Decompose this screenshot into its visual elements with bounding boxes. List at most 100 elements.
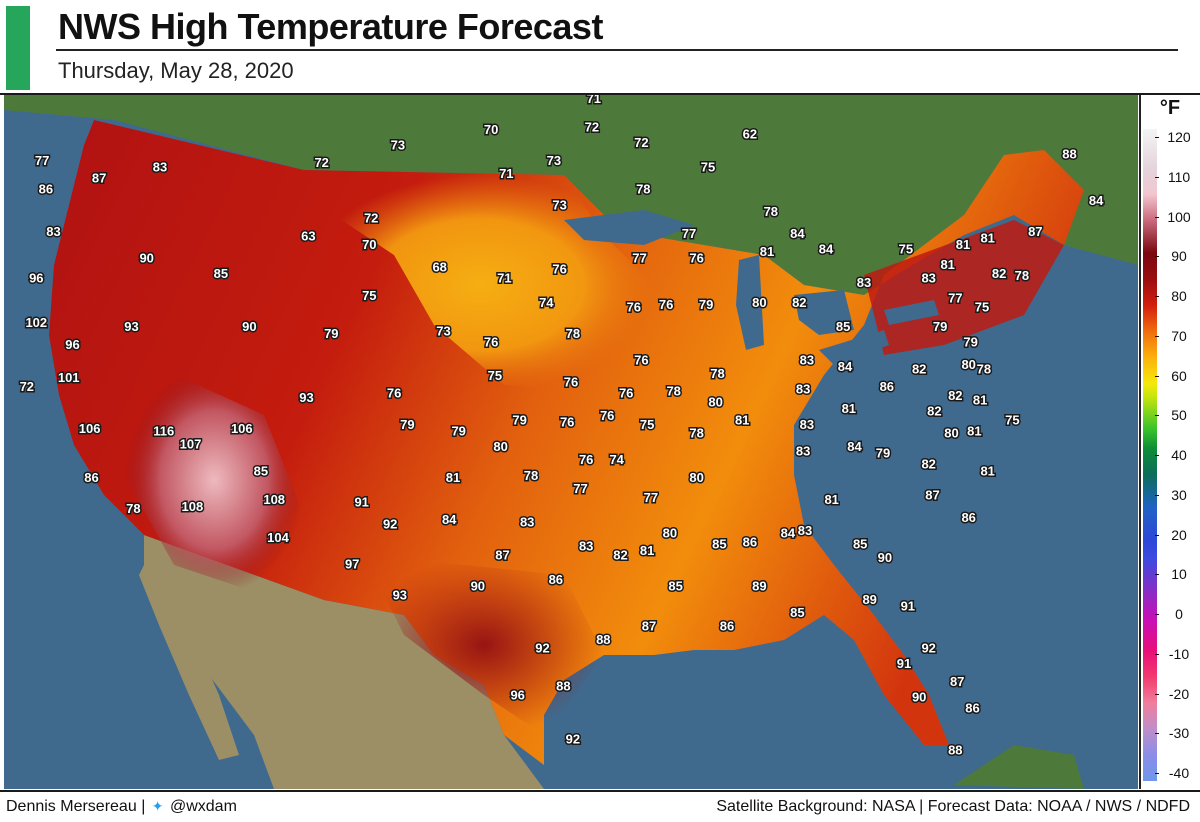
title-divider	[56, 49, 1178, 51]
temperature-label: 83	[520, 514, 534, 529]
temperature-label: 90	[878, 550, 892, 565]
temperature-label: 90	[242, 319, 256, 334]
temperature-label: 76	[579, 452, 593, 467]
temperature-label: 86	[720, 619, 734, 634]
temperature-label: 72	[364, 211, 378, 226]
temperature-label: 75	[701, 160, 715, 175]
temperature-label: 73	[547, 153, 561, 168]
credit-separator: |	[141, 798, 146, 815]
temperature-label: 80	[689, 470, 703, 485]
temperature-label: 78	[566, 326, 580, 341]
northern-plains-region	[304, 175, 654, 395]
temperature-label: 80	[944, 426, 958, 441]
temperature-label: 81	[967, 423, 981, 438]
canada-landmass	[4, 95, 1138, 295]
author-name: Dennis Mersereau	[6, 798, 137, 815]
temperature-label: 89	[862, 592, 876, 607]
temperature-label: 78	[524, 468, 538, 483]
temperature-label: 96	[65, 337, 79, 352]
temperature-label: 79	[324, 326, 338, 341]
temperature-label: 82	[912, 361, 926, 376]
baja-peninsula	[139, 565, 239, 760]
temperature-label: 72	[634, 135, 648, 150]
lake-ontario	[884, 300, 939, 325]
temperature-label: 82	[613, 548, 627, 563]
temperature-label: 63	[301, 228, 315, 243]
temperature-label: 83	[857, 275, 871, 290]
temperature-label: 80	[708, 395, 722, 410]
temperature-label: 72	[20, 379, 34, 394]
temperature-label: 92	[383, 517, 397, 532]
temperature-label: 76	[619, 386, 633, 401]
temperature-label: 81	[980, 231, 994, 246]
legend-tick: -30	[1155, 725, 1199, 741]
forecast-date: Thursday, May 28, 2020	[58, 58, 294, 83]
temperature-label: 96	[510, 687, 524, 702]
temperature-label: 83	[800, 417, 814, 432]
data-source: Satellite Background: NASA | Forecast Da…	[716, 798, 1190, 815]
temperature-label: 85	[836, 319, 850, 334]
mexico-landmass	[144, 535, 544, 789]
temperature-label: 86	[84, 470, 98, 485]
temperature-label: 86	[880, 379, 894, 394]
temperature-label: 84	[781, 525, 796, 540]
temperature-label: 81	[980, 463, 994, 478]
color-scale-bar	[1143, 129, 1157, 781]
temperature-label: 83	[800, 353, 814, 368]
temperature-label: 79	[699, 297, 713, 312]
temperature-label: 77	[644, 490, 658, 505]
temperature-label: 85	[214, 266, 228, 281]
temperature-label: 74	[539, 295, 554, 310]
temperature-label: 89	[752, 579, 766, 594]
temperature-label: 90	[912, 690, 926, 705]
legend-tick: -40	[1155, 765, 1199, 781]
legend-tick: 60	[1155, 368, 1199, 384]
temperature-label: 75	[488, 368, 502, 383]
temperature-label: 90	[471, 579, 485, 594]
twitter-handle[interactable]: @wxdam	[169, 798, 237, 815]
temperature-label: 80	[961, 357, 975, 372]
legend-tick: 30	[1155, 487, 1199, 503]
southwest-heat-region	[124, 365, 304, 595]
temperature-label: 87	[495, 548, 509, 563]
temperature-label: 87	[950, 674, 964, 689]
legend-tick: 20	[1155, 527, 1199, 543]
temperature-label: 73	[436, 324, 450, 339]
temperature-label: 85	[712, 537, 726, 552]
temperature-label: 79	[400, 417, 414, 432]
temperature-label: 73	[552, 197, 566, 212]
temperature-label: 79	[876, 446, 890, 461]
temperature-label: 77	[632, 251, 646, 266]
temperature-label: 86	[965, 701, 979, 716]
temperature-label: 77	[682, 226, 696, 241]
temperature-label: 76	[627, 299, 641, 314]
legend-tick: 50	[1155, 407, 1199, 423]
temperature-label: 76	[634, 353, 648, 368]
temperature-label: 92	[535, 641, 549, 656]
temperature-label: 91	[354, 494, 368, 509]
temperature-label: 77	[573, 481, 587, 496]
temperature-label: 76	[387, 386, 401, 401]
temperature-label: 86	[743, 534, 757, 549]
temperature-label: 85	[254, 463, 268, 478]
temperature-label: 106	[231, 421, 253, 436]
legend-tick: 90	[1155, 248, 1199, 264]
cuba-island	[954, 745, 1084, 789]
temperature-label: 76	[484, 335, 498, 350]
temperature-label: 87	[1028, 224, 1042, 239]
legend-tick: 10	[1155, 566, 1199, 582]
legend-tick: 40	[1155, 447, 1199, 463]
legend-tick: -10	[1155, 646, 1199, 662]
temperature-label: 107	[180, 437, 202, 452]
temperature-label: 62	[743, 126, 757, 141]
temperature-label: 78	[977, 361, 991, 376]
temperature-label: 97	[345, 557, 359, 572]
accent-bar	[6, 6, 30, 90]
temperature-label: 81	[446, 470, 460, 485]
temperature-label: 87	[642, 619, 656, 634]
temperature-label: 88	[1062, 146, 1076, 161]
temperature-label: 70	[362, 237, 376, 252]
temperature-label: 83	[796, 443, 810, 458]
temperature-label: 70	[484, 122, 498, 137]
